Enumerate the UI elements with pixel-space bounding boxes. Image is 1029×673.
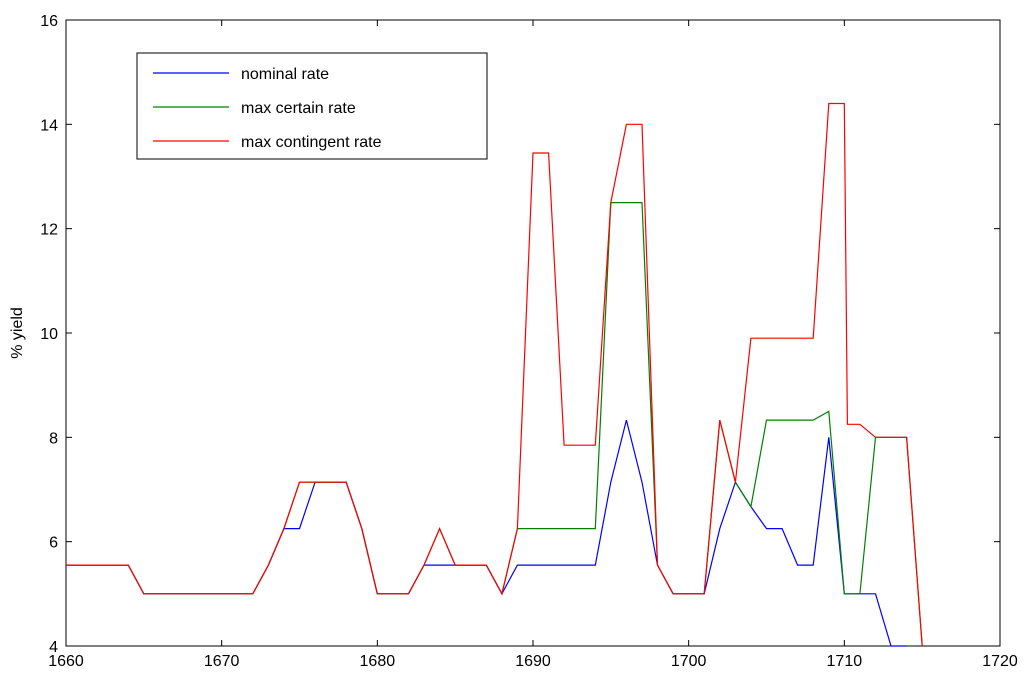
y-axis-title: % yield (9, 307, 26, 359)
legend-label: max contingent rate (241, 134, 382, 151)
x-tick-label: 1710 (827, 653, 863, 670)
y-tick-label: 4 (49, 639, 58, 656)
legend: nominal rate max certain rate max continge… (137, 53, 487, 159)
y-tick-label: 12 (40, 222, 58, 239)
x-tick-label: 1680 (360, 653, 396, 670)
legend-label: nominal rate (241, 66, 329, 83)
y-tick-label: 16 (40, 13, 58, 30)
x-tick-label: 1720 (982, 653, 1018, 670)
x-tick-label: 1670 (204, 653, 240, 670)
y-tick-label: 10 (40, 326, 58, 343)
x-tick-label: 1690 (515, 653, 551, 670)
y-tick-label: 14 (40, 117, 58, 134)
y-tick-label: 6 (49, 535, 58, 552)
x-tick-label: 1700 (671, 653, 707, 670)
legend-label: max certain rate (241, 100, 356, 117)
y-tick-label: 8 (49, 430, 58, 447)
